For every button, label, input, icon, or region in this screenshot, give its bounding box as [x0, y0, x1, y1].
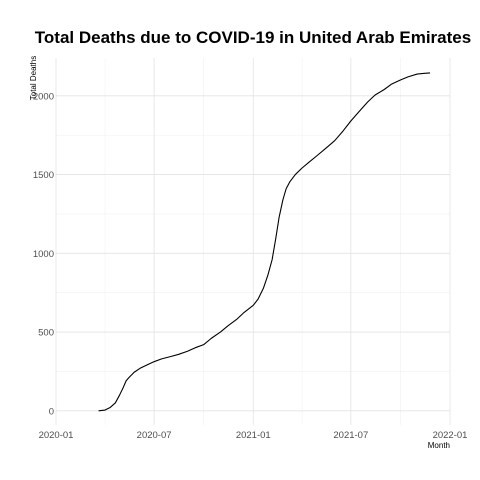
- x-axis-title: Month: [428, 441, 450, 450]
- x-tick-label: 2022-01: [433, 430, 468, 441]
- series-layer: [98, 72, 431, 412]
- y-tick-label: 500: [38, 328, 54, 339]
- series-line-total-deaths: [98, 72, 431, 412]
- y-axis-ticks: 0 500 1000 1500 2000: [33, 91, 54, 417]
- y-tick-label: 0: [49, 406, 54, 417]
- chart-title: Total Deaths due to COVID-19 in United A…: [35, 28, 471, 47]
- x-tick-label: 2020-01: [39, 430, 74, 441]
- x-tick-label: 2021-01: [236, 430, 271, 441]
- grid: [55, 58, 451, 425]
- y-tick-label: 2000: [33, 91, 54, 102]
- y-tick-label: 1500: [33, 170, 54, 181]
- y-tick-label: 1000: [33, 249, 54, 260]
- x-tick-label: 2021-07: [333, 430, 368, 441]
- x-axis-ticks: 2020-01 2020-07 2021-01 2021-07 2022-01: [39, 430, 468, 441]
- x-tick-label: 2020-07: [137, 430, 172, 441]
- y-axis-title: Total Deaths: [29, 56, 38, 100]
